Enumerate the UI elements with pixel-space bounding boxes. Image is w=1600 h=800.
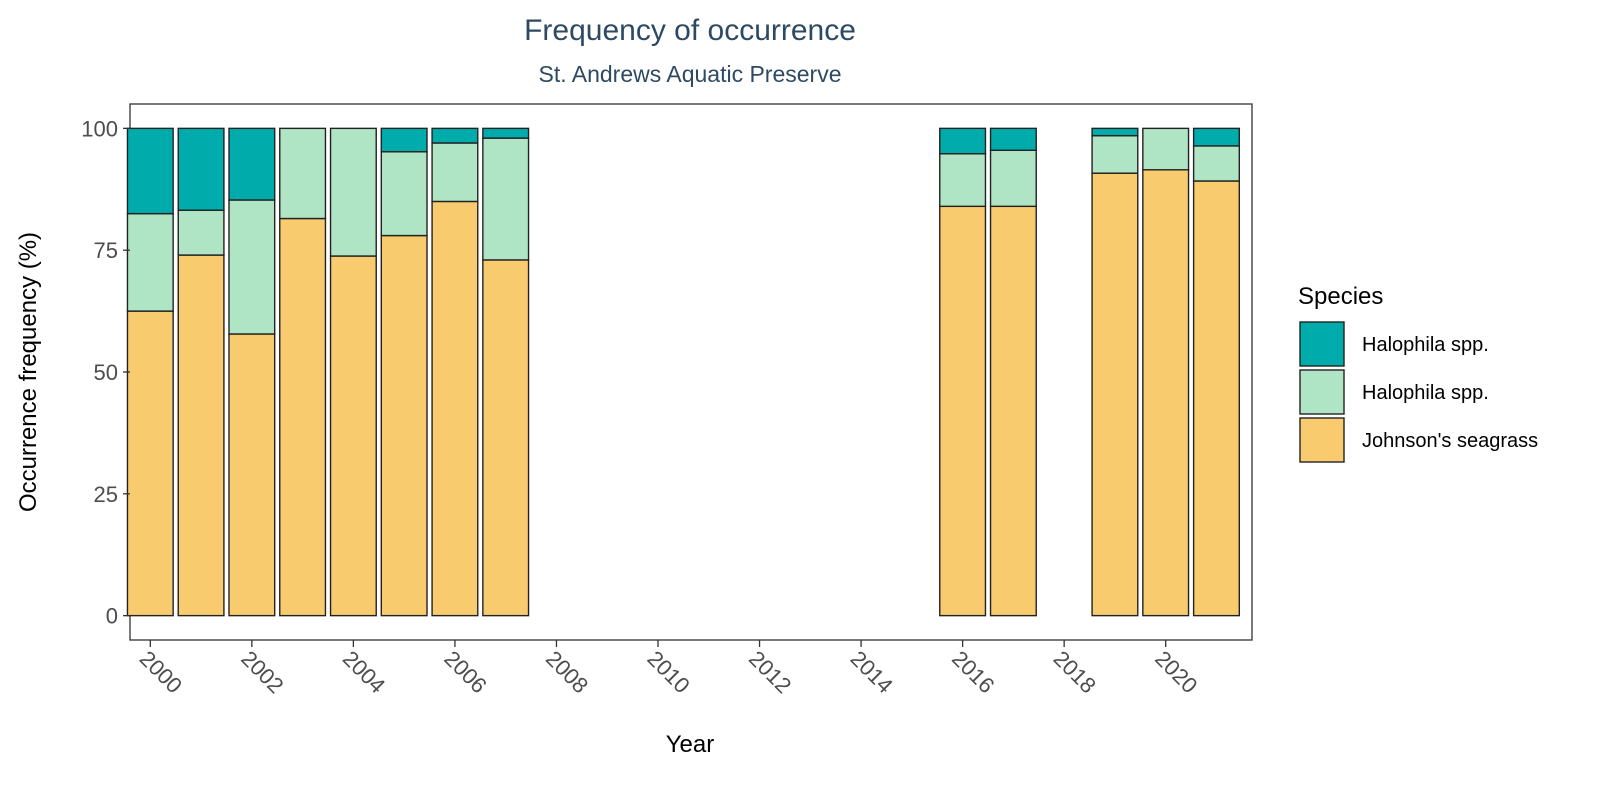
y-tick-label: 0 xyxy=(106,604,118,629)
x-tick-label: 2000 xyxy=(135,646,187,698)
legend-label: Halophila spp. xyxy=(1362,382,1489,404)
legend-title: Species xyxy=(1298,283,1383,310)
bar-2019-series-1 xyxy=(1091,134,1139,174)
bar-2006-series-1 xyxy=(431,142,479,203)
y-tick-label: 100 xyxy=(81,116,118,141)
y-tick-label: 25 xyxy=(94,482,118,507)
bar-2019-series-0 xyxy=(1091,172,1139,617)
bars-group xyxy=(126,127,1241,617)
bar-2001-series-2 xyxy=(177,127,225,211)
bar-2016-series-1 xyxy=(939,153,987,208)
bar-2006-series-0 xyxy=(431,200,479,617)
bar-2017-series-2 xyxy=(989,127,1037,151)
x-axis-ticks: 2000 2002 2004 2006 2008 2010 2012 2014 2016 2018… xyxy=(135,640,1202,698)
x-tick-label: 2008 xyxy=(541,646,593,698)
bar-2020-series-0 xyxy=(1142,169,1190,617)
x-tick-label: 2018 xyxy=(1049,646,1101,698)
chart-subtitle: St. Andrews Aquatic Preserve xyxy=(539,61,842,87)
legend: Species Halophila spp. Halophila spp. John… xyxy=(1298,283,1538,463)
bar-2003-series-0 xyxy=(279,217,327,617)
x-tick-label: 2006 xyxy=(439,646,491,698)
bar-2001-series-0 xyxy=(177,254,225,617)
y-axis-title: Occurrence frequency (%) xyxy=(15,232,42,512)
x-tick-label: 2002 xyxy=(236,646,288,698)
chart-title: Frequency of occurrence xyxy=(524,14,856,47)
bar-2002-series-2 xyxy=(228,127,276,201)
y-axis-ticks: 0 25 50 75 100 xyxy=(81,116,130,629)
bar-2003-series-1 xyxy=(279,127,327,220)
x-tick-label: 2020 xyxy=(1150,646,1202,698)
bar-2016-series-0 xyxy=(939,205,987,617)
legend-label: Johnson's seagrass xyxy=(1362,430,1538,452)
bar-2006-series-2 xyxy=(431,127,479,144)
legend-label: Halophila spp. xyxy=(1362,334,1489,356)
bar-2000-series-2 xyxy=(126,127,174,215)
x-tick-label: 2014 xyxy=(846,646,898,698)
y-tick-label: 50 xyxy=(94,360,118,385)
bar-2001-series-1 xyxy=(177,209,225,256)
x-axis-title: Year xyxy=(666,731,715,758)
bar-2017-series-0 xyxy=(989,205,1037,617)
bar-2000-series-1 xyxy=(126,212,174,312)
x-tick-label: 2012 xyxy=(744,646,796,698)
bar-2007-series-0 xyxy=(482,259,530,617)
bar-2007-series-1 xyxy=(482,137,530,261)
bar-2017-series-1 xyxy=(989,149,1037,208)
x-tick-label: 2016 xyxy=(947,646,999,698)
bar-2021-series-2 xyxy=(1192,127,1241,147)
legend-key xyxy=(1299,369,1345,415)
legend-key xyxy=(1299,417,1345,463)
legend-key xyxy=(1299,321,1345,367)
bar-2002-series-0 xyxy=(228,333,276,617)
bar-2005-series-2 xyxy=(380,127,428,153)
y-tick-label: 75 xyxy=(94,238,118,263)
x-tick-label: 2010 xyxy=(642,646,694,698)
bar-2007-series-2 xyxy=(482,127,530,139)
bar-2019-series-2 xyxy=(1091,127,1139,137)
bar-2021-series-0 xyxy=(1192,180,1241,617)
bar-2021-series-1 xyxy=(1192,145,1241,182)
bar-2004-series-1 xyxy=(329,127,377,257)
bar-2020-series-1 xyxy=(1142,127,1190,171)
bar-2005-series-1 xyxy=(380,151,428,237)
bar-2000-series-0 xyxy=(126,310,174,617)
bar-2016-series-2 xyxy=(939,127,987,155)
x-tick-label: 2004 xyxy=(338,646,390,698)
bar-2004-series-0 xyxy=(329,255,377,617)
bar-2005-series-0 xyxy=(380,234,428,617)
bar-2002-series-1 xyxy=(228,199,276,335)
